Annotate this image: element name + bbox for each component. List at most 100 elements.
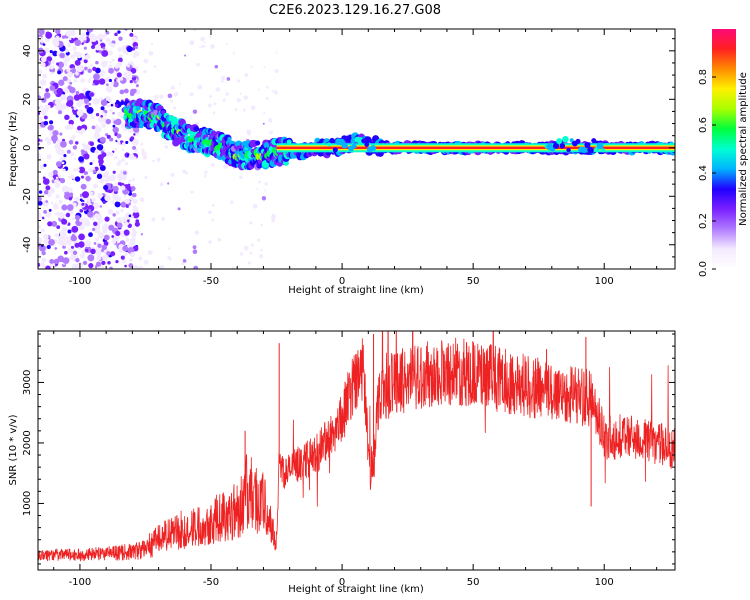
noise-cell <box>65 86 69 90</box>
signal-cell <box>361 138 366 144</box>
noise-cell <box>210 162 215 167</box>
noise-cell <box>75 90 80 95</box>
noise-cell <box>76 109 84 117</box>
noise-cell <box>108 67 115 74</box>
noise-cell <box>80 71 84 75</box>
noise-cell <box>42 43 46 46</box>
noise-cell <box>225 92 229 96</box>
noise-cell <box>67 175 71 179</box>
noise-cell <box>48 124 54 131</box>
noise-cell <box>116 61 123 67</box>
noise-cell <box>100 122 107 128</box>
noise-cell <box>243 245 249 251</box>
noise-cell <box>239 175 243 180</box>
noise-cell <box>88 232 93 238</box>
noise-cell <box>83 153 90 160</box>
noise-cell <box>70 235 77 242</box>
noise-cell <box>85 175 91 182</box>
noise-cell <box>133 126 140 133</box>
noise-cell <box>47 192 52 198</box>
noise-cell <box>230 200 234 205</box>
noise-cell <box>221 76 225 80</box>
noise-cell <box>45 185 51 191</box>
noise-cell <box>129 240 136 247</box>
noise-cell <box>250 105 256 111</box>
noise-cell <box>211 203 215 207</box>
noise-cell <box>90 64 93 67</box>
noise-cell <box>38 91 41 96</box>
noise-cell <box>75 257 80 263</box>
noise-cell <box>243 95 248 100</box>
noise-cell <box>39 244 46 252</box>
noise-cell <box>58 199 63 205</box>
noise-cell <box>57 110 62 115</box>
noise-cell <box>244 73 249 78</box>
noise-cell <box>98 78 106 85</box>
noise-cell <box>110 43 116 48</box>
noise-cell <box>45 88 49 92</box>
noise-cell <box>101 244 108 251</box>
noise-cell <box>71 225 79 233</box>
spectrogram-y-ticks: -40 -20 0 20 40 <box>22 38 675 270</box>
noise-cell <box>126 64 130 68</box>
noise-cell <box>111 239 117 245</box>
noise-cell <box>111 235 115 238</box>
noise-cell <box>263 112 266 115</box>
noise-cell <box>46 244 51 250</box>
noise-cell <box>215 87 221 92</box>
snr-x-tick-label: -50 <box>203 577 219 588</box>
noise-cell <box>41 56 47 63</box>
noise-cell <box>125 140 129 145</box>
colorbar-gradient <box>712 29 736 269</box>
noise-cell <box>271 90 274 93</box>
noise-cell <box>118 36 123 41</box>
spectrogram-y-label: Frequency (Hz) <box>8 111 19 187</box>
noise-cell <box>75 71 79 76</box>
noise-cell <box>65 212 71 218</box>
noise-cell <box>231 266 235 269</box>
noise-cell <box>132 39 135 43</box>
noise-cell <box>126 45 133 53</box>
signal-cell <box>556 138 563 145</box>
noise-cell <box>252 203 258 209</box>
noise-cell <box>58 79 65 86</box>
noise-cell <box>138 265 144 269</box>
signal-cell <box>227 136 232 142</box>
noise-cell <box>54 212 58 216</box>
noise-cell <box>148 51 154 56</box>
spectrogram-panel: -100 -50 0 50 100 -40 -20 0 20 40 Height of stra… <box>8 28 676 296</box>
noise-cell <box>46 140 52 146</box>
noise-cell <box>79 99 85 105</box>
noise-cell <box>52 130 58 136</box>
noise-cell <box>81 32 86 37</box>
colorbar: 0.0 0.2 0.4 0.6 0.8 Normalized spectral ampl… <box>698 29 749 277</box>
noise-cell <box>44 115 48 120</box>
noise-cell <box>72 250 78 255</box>
noise-cell <box>54 233 59 238</box>
noise-cell <box>120 185 126 191</box>
noise-cell <box>64 48 69 53</box>
noise-cell <box>260 223 263 227</box>
noise-cell <box>151 217 156 222</box>
noise-cell <box>97 193 103 199</box>
noise-cell <box>109 60 112 64</box>
noise-cell <box>43 163 47 167</box>
noise-cell <box>63 55 71 63</box>
noise-cell <box>127 183 131 187</box>
noise-cell <box>109 174 117 181</box>
noise-cell <box>104 194 111 202</box>
noise-cell <box>173 92 179 97</box>
noise-cell <box>109 137 114 142</box>
noise-cell <box>201 44 205 48</box>
noise-cell <box>57 70 62 75</box>
noise-cell <box>38 111 41 116</box>
noise-cell <box>170 172 175 177</box>
noise-cell <box>72 145 78 150</box>
noise-cell <box>79 198 83 202</box>
noise-cell <box>105 118 112 125</box>
signal-cell <box>566 147 571 153</box>
noise-cell <box>156 157 161 162</box>
noise-cell <box>249 221 253 225</box>
noise-cell <box>50 71 54 75</box>
